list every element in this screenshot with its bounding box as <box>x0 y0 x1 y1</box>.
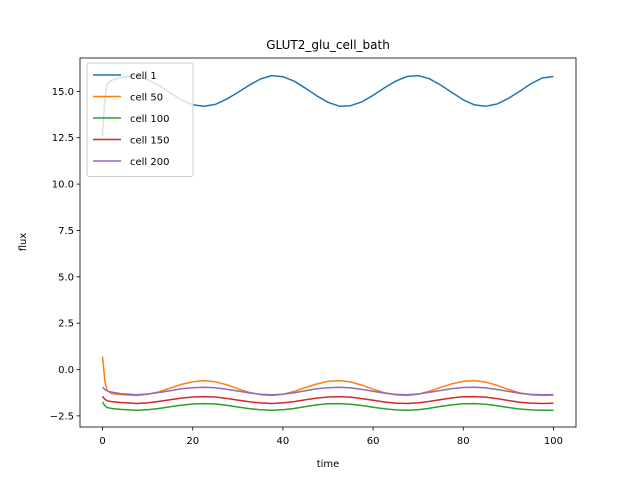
legend-label: cell 50 <box>130 93 163 104</box>
series-line-cell-150 <box>101 395 554 405</box>
y-tick-label: 2.5 <box>58 319 74 330</box>
axes-frame <box>79 57 577 428</box>
x-tick-label: 100 <box>544 436 563 447</box>
legend: cell 1 cell 50 cell 100 cell 150 cell 200 <box>86 62 194 177</box>
x-tick-label: 0 <box>99 436 105 447</box>
y-axis-label: flux <box>18 233 29 252</box>
chart-title: GLUT2_glu_cell_bath <box>266 38 390 52</box>
x-tick-label: 20 <box>186 436 199 447</box>
legend-label: cell 100 <box>130 114 169 125</box>
series-line-cell-100 <box>101 401 554 412</box>
y-tick-label: 15.0 <box>52 87 74 98</box>
x-tick-label: 40 <box>277 436 290 447</box>
y-tick-label: 7.5 <box>58 226 74 237</box>
y-tick-label: 5.0 <box>58 272 74 283</box>
y-tick-label: 0.0 <box>58 365 74 376</box>
y-tick-label: 12.5 <box>52 133 74 144</box>
x-tick-label: 80 <box>457 436 470 447</box>
legend-label: cell 150 <box>130 136 169 147</box>
y-tick-label: 10.0 <box>52 180 74 191</box>
series-line-cell-200 <box>101 386 554 396</box>
x-tick-label: 60 <box>367 436 380 447</box>
legend-label: cell 200 <box>130 157 169 168</box>
y-tick-label: −2.5 <box>50 411 74 422</box>
x-axis-label: time <box>317 459 340 470</box>
legend-label: cell 1 <box>130 71 157 82</box>
legend-box <box>86 62 194 177</box>
